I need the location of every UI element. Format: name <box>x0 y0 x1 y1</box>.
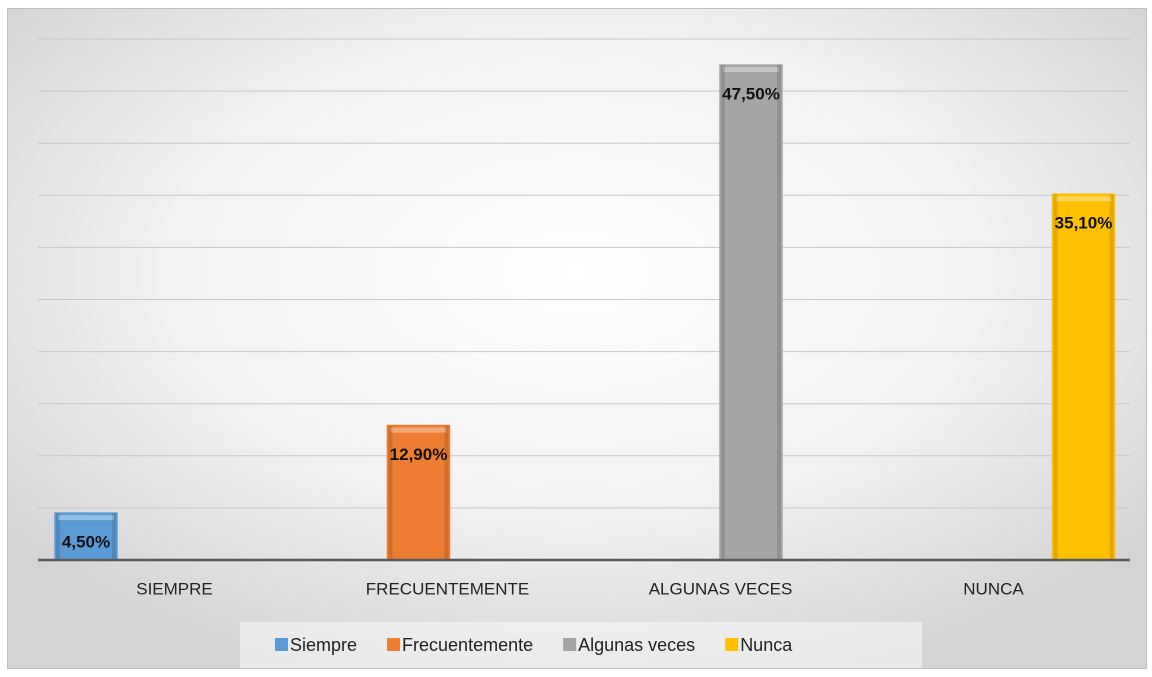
bar-edge <box>721 65 725 561</box>
bar-edge <box>444 425 449 560</box>
value-label: 47,50% <box>722 85 780 104</box>
x-tick-label: SIEMPRE <box>136 579 213 598</box>
bar-edge <box>1053 194 1058 560</box>
chart-background <box>7 8 1147 669</box>
x-tick-label: ALGUNAS VECES <box>649 579 793 598</box>
bar-edge <box>56 513 60 560</box>
bar-bevel <box>723 67 779 73</box>
legend-label: Algunas veces <box>578 635 695 655</box>
legend-swatch <box>275 638 288 651</box>
legend-label: Frecuentemente <box>402 635 533 655</box>
bar <box>386 424 451 561</box>
value-label: 4,50% <box>62 533 110 552</box>
bar <box>719 64 783 561</box>
bar-edge <box>112 513 116 560</box>
legend-label: Nunca <box>740 635 793 655</box>
legend-swatch <box>387 638 401 651</box>
x-tick-label: NUNCA <box>963 579 1024 598</box>
x-tick-label: FRECUENTEMENTE <box>366 579 529 598</box>
bar-bevel <box>1055 196 1112 202</box>
legend-box <box>240 622 922 668</box>
value-label: 12,90% <box>390 445 448 464</box>
legend-swatch <box>563 638 577 651</box>
bar-bevel <box>58 515 114 521</box>
legend-swatch <box>725 638 739 651</box>
bar <box>1051 193 1116 561</box>
bar-bevel <box>390 427 447 433</box>
bar-edge <box>777 65 781 561</box>
bar-edge <box>1109 194 1114 560</box>
bar-edge <box>388 425 393 560</box>
legend-label: Siempre <box>290 635 357 655</box>
value-label: 35,10% <box>1055 214 1113 233</box>
